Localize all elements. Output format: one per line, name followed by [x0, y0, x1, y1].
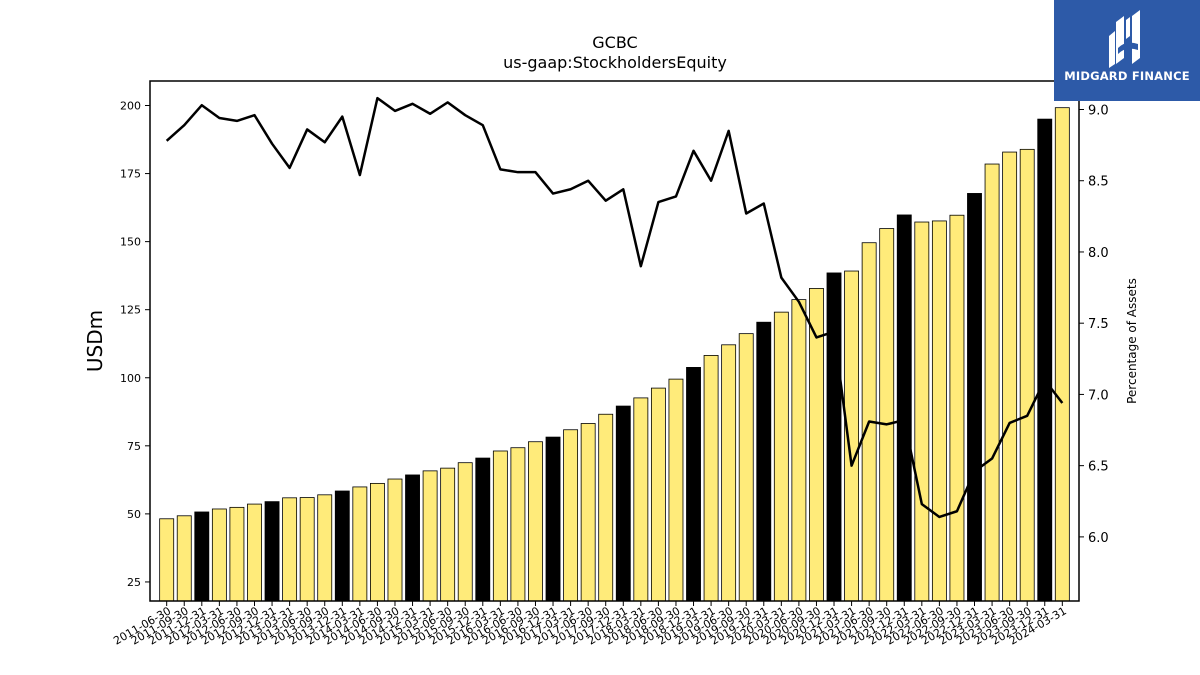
bar-2016-03-31 — [492, 450, 508, 602]
y-tick-label: 50 — [127, 508, 141, 521]
bar-2017-06-30 — [580, 423, 596, 602]
midgard-logo-icon — [1109, 10, 1140, 68]
bar-2011-12-31 — [194, 511, 210, 602]
line-series — [165, 96, 1064, 519]
y2-tick-label: 8.5 — [1088, 175, 1109, 190]
bar-2014-09-30 — [387, 478, 403, 602]
bar-2018-09-30 — [668, 378, 684, 602]
bar-2019-03-31 — [703, 355, 719, 602]
y2-tick-label: 6.0 — [1088, 531, 1109, 546]
y2-tick-label: 6.5 — [1088, 460, 1109, 475]
bar-2018-06-30 — [650, 387, 666, 602]
y2-tick-label: 8.0 — [1088, 246, 1109, 261]
plot-frame — [149, 80, 1080, 602]
bar-2015-03-31 — [422, 470, 438, 602]
bar-2020-06-30 — [791, 299, 807, 602]
bar-2023-12-31 — [1037, 118, 1053, 602]
bar-2019-09-30 — [738, 333, 754, 602]
y2-axis-label: Percentage of Assets — [1125, 278, 1139, 404]
y-tick-label: 200 — [120, 100, 141, 113]
bar-2013-12-31 — [334, 490, 350, 602]
y-tick-label: 25 — [127, 576, 141, 589]
bar-2023-06-30 — [1002, 151, 1018, 602]
bar-series — [159, 107, 1070, 602]
bar-2017-12-31 — [615, 405, 631, 602]
bar-2016-06-30 — [510, 447, 526, 602]
y-tick-label: 125 — [120, 304, 141, 317]
bar-2016-12-31 — [545, 436, 561, 602]
bar-2012-06-30 — [229, 506, 245, 602]
bar-2012-12-31 — [264, 501, 280, 602]
y-axis-right: 6.0 6.5 7.0 7.5 8.0 8.5 9.0 — [1079, 103, 1109, 546]
bar-2013-06-30 — [299, 497, 315, 602]
y2-tick-label: 7.5 — [1088, 317, 1109, 332]
bar-2011-06-30 — [159, 518, 175, 602]
bar-2012-09-30 — [247, 503, 262, 602]
y-tick-label: 100 — [120, 372, 141, 385]
bar-2013-09-30 — [317, 494, 333, 602]
y-tick-label: 150 — [120, 236, 141, 249]
percentage-of-assets-line — [165, 96, 1064, 519]
bar-2022-06-30 — [931, 220, 947, 602]
bar-2023-09-30 — [1019, 148, 1035, 602]
bar-2019-06-30 — [721, 344, 737, 602]
bar-2013-03-31 — [282, 497, 298, 602]
y-axis-label: USDm — [83, 310, 107, 372]
bar-2017-03-31 — [563, 429, 579, 602]
bar-2022-09-30 — [949, 214, 965, 602]
bar-2015-06-30 — [440, 467, 456, 602]
brand-logo: MIDGARD FINANCE — [1054, 0, 1200, 101]
y2-tick-label: 9.0 — [1088, 103, 1109, 118]
y-tick-label: 175 — [120, 168, 141, 181]
bar-2024-03-31 — [1054, 107, 1070, 602]
chart-title: GCBC — [592, 33, 637, 52]
bar-2014-06-30 — [369, 482, 385, 602]
bar-2019-12-31 — [756, 321, 772, 602]
bar-2022-12-31 — [967, 193, 982, 602]
y-axis-left: 25 50 75 100 125 150 175 200 — [120, 100, 150, 589]
bar-2021-12-31 — [896, 214, 912, 602]
bar-2021-09-30 — [879, 228, 895, 602]
bar-2015-09-30 — [457, 462, 473, 602]
bar-2016-09-30 — [528, 441, 543, 602]
bar-2018-12-31 — [686, 367, 701, 602]
y-tick-label: 75 — [127, 440, 141, 453]
brand-name: MIDGARD FINANCE — [1064, 69, 1190, 83]
bar-2018-03-31 — [633, 397, 649, 602]
x-axis: 2011-06-302011-09-302011-12-312012-03-31… — [111, 601, 1069, 648]
bar-2022-03-31 — [914, 221, 930, 602]
chart-subtitle: us-gaap:StockholdersEquity — [503, 53, 727, 72]
bar-2023-03-31 — [984, 163, 1000, 602]
bar-2015-12-31 — [475, 457, 491, 602]
bar-2020-12-31 — [826, 272, 842, 602]
bar-2020-03-31 — [773, 311, 789, 602]
bar-2014-03-31 — [352, 486, 368, 602]
bar-2017-09-30 — [598, 413, 614, 602]
bar-2012-03-31 — [211, 508, 227, 602]
y2-tick-label: 7.0 — [1088, 388, 1109, 403]
bar-2011-09-30 — [176, 515, 192, 602]
bar-2014-12-31 — [405, 474, 420, 602]
